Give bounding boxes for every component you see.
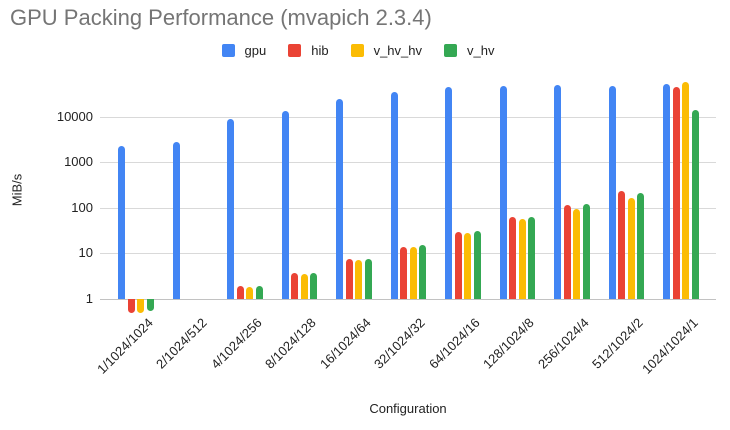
bar-v_hv-256/1024/4[interactable] [582,204,590,299]
gridline-1 [100,299,716,300]
legend-swatch-hib [288,43,302,57]
bar-hib-512/1024/2[interactable] [618,191,626,299]
bar-v_hv_hv-1/1024/1024[interactable] [137,299,145,313]
legend-label-v_hv_hv: v_hv_hv [373,42,422,58]
legend-swatch-v_hv [444,43,457,57]
bar-v_hv_hv-64/1024/16[interactable] [464,233,472,299]
bar-v_hv-1/1024/1024[interactable] [146,299,154,311]
bar-gpu-32/1024/32[interactable] [390,91,398,299]
x-tick-label: 64/1024/16 [425,315,483,372]
bar-v_hv-128/1024/8[interactable] [528,216,536,299]
gridline-100 [100,207,716,209]
x-tick-label: 1/1024/1024 [93,315,156,377]
bar-v_hv_hv-128/1024/8[interactable] [518,219,526,299]
gridline-10 [100,253,716,255]
bar-hib-1024/1024/1[interactable] [672,86,680,299]
y-tick-label: 1 [85,291,93,306]
legend: gpu hib v_hv_hv v_hv [0,42,716,58]
bar-gpu-512/1024/2[interactable] [608,85,616,299]
legend-label-v_hv: v_hv [467,42,495,58]
bar-gpu-8/1024/128[interactable] [281,111,289,299]
bar-v_hv_hv-4/1024/256[interactable] [246,287,254,299]
bar-v_hv-1024/1024/1[interactable] [691,109,699,299]
bar-hib-64/1024/16[interactable] [454,231,462,299]
legend-label-hib: hib [311,42,329,58]
bar-gpu-1/1024/1024[interactable] [118,145,126,299]
bar-gpu-256/1024/4[interactable] [554,84,562,299]
bar-v_hv-8/1024/128[interactable] [310,272,318,299]
bar-gpu-1024/1024/1[interactable] [663,83,671,299]
bar-v_hv_hv-16/1024/64[interactable] [355,259,363,299]
bar-v_hv-32/1024/32[interactable] [419,245,427,299]
y-tick-label: 10000 [56,108,93,124]
bar-hib-1/1024/1024[interactable] [127,299,135,313]
x-tick-label: 8/1024/128 [262,315,320,372]
bar-hib-128/1024/8[interactable] [509,217,517,299]
x-tick-label: 256/1024/4 [534,315,592,372]
legend-item-v_hv_hv[interactable]: v_hv_hv [350,42,422,58]
x-axis-title: Configuration [369,401,447,416]
bar-hib-256/1024/4[interactable] [563,205,571,299]
bar-hib-32/1024/32[interactable] [400,246,408,299]
x-tick-label: 2/1024/512 [153,315,211,372]
y-tick-label: 100 [71,199,93,215]
x-tick-label: 4/1024/256 [207,315,265,372]
legend-swatch-v_hv_hv [350,43,364,57]
bar-v_hv-16/1024/64[interactable] [364,258,372,299]
x-tick-label: 128/1024/8 [480,315,538,372]
bar-v_hv-64/1024/16[interactable] [473,230,481,299]
y-axis-title: MiB/s [9,173,25,207]
bar-hib-8/1024/128[interactable] [291,273,299,299]
bar-v_hv_hv-512/1024/2[interactable] [627,198,635,299]
y-tick-label: 10 [78,245,93,261]
gridline-10000 [100,116,716,118]
legend-label-gpu: gpu [244,42,267,58]
x-tick-label: 1024/1024/1 [638,315,701,377]
bar-gpu-128/1024/8[interactable] [499,85,507,299]
x-tick-label: 16/1024/64 [316,315,374,372]
bar-hib-16/1024/64[interactable] [345,259,353,299]
bar-v_hv-512/1024/2[interactable] [637,192,645,299]
bar-v_hv-4/1024/256[interactable] [255,285,263,299]
chart-title: GPU Packing Performance (mvapich 2.3.4) [10,5,432,30]
x-tick-label: 512/1024/2 [589,315,647,372]
bar-gpu-4/1024/256[interactable] [227,119,235,299]
bar-gpu-16/1024/64[interactable] [336,99,344,299]
bar-gpu-2/1024/512[interactable] [172,141,180,299]
bar-v_hv_hv-32/1024/32[interactable] [409,246,417,299]
bar-v_hv_hv-256/1024/4[interactable] [573,208,581,299]
bar-v_hv_hv-8/1024/128[interactable] [300,273,308,299]
x-tick-label: 32/1024/32 [371,315,429,372]
legend-item-gpu[interactable]: gpu [221,42,267,58]
bar-gpu-64/1024/16[interactable] [445,87,453,299]
bar-v_hv_hv-1024/1024/1[interactable] [682,82,690,299]
gridline-1000 [100,162,716,164]
y-tick-label: 1000 [64,154,93,170]
bar-hib-4/1024/256[interactable] [236,286,244,299]
legend-item-v_hv[interactable]: v_hv [444,43,494,58]
legend-item-hib[interactable]: hib [288,42,329,58]
legend-swatch-gpu [221,43,235,57]
